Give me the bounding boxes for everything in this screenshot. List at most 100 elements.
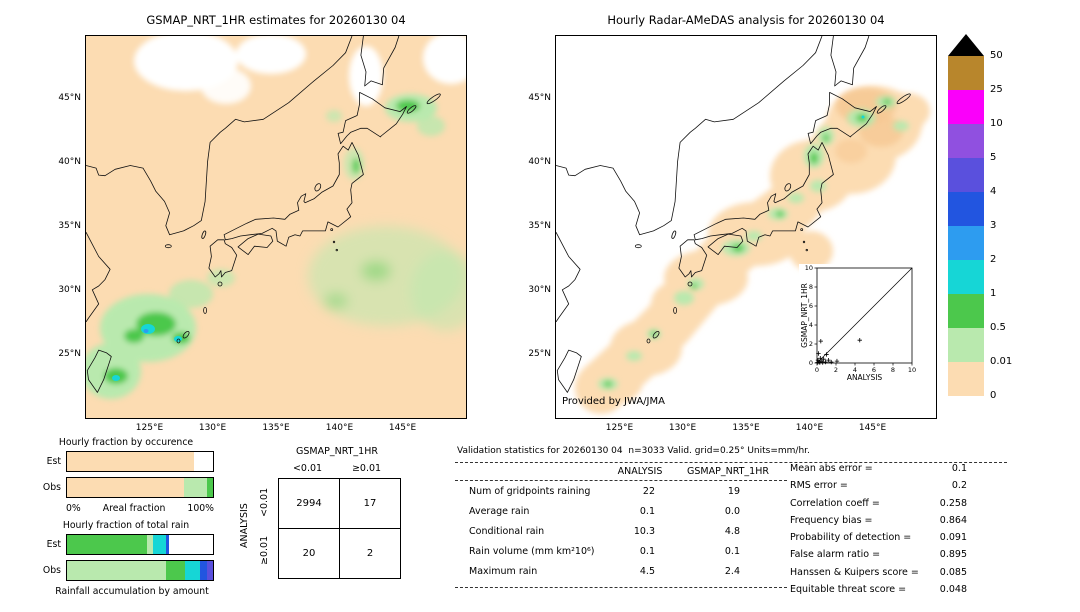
stats-analysis-value: 0.1: [639, 546, 655, 557]
stats-title: Validation statistics for 20260130 04 n=…: [457, 446, 810, 456]
validation-stats: Validation statistics for 20260130 04 n=…: [455, 440, 1012, 608]
summary-metric: Hanssen & Kuipers score = 0.085: [790, 567, 967, 584]
contingency-row-axis-label: ANALYSIS: [239, 503, 250, 549]
radar-panel: Hourly Radar-AMeDAS analysis for 2026013…: [528, 13, 937, 433]
latitude-tick-label: 25°N: [528, 348, 551, 359]
axis-title: Areal fraction: [102, 503, 166, 514]
scatter-point: [820, 360, 825, 365]
divider: [455, 480, 787, 481]
stats-row-label: Maximum rain: [469, 566, 538, 577]
inset-x-tick: 6: [872, 366, 876, 374]
inset-ylabel: GSMAP_NRT_1HR: [800, 283, 809, 348]
scatter-point: [857, 338, 862, 343]
stats-rows: Num of gridpoints raining 22 19 Average rai…: [455, 486, 787, 586]
bar-segment: [183, 478, 208, 497]
colorbar-overflow-triangle: [948, 34, 984, 56]
bar-segment: [207, 478, 213, 497]
longitude-tick-label: 130°E: [198, 423, 227, 433]
bar-segment: [67, 452, 195, 471]
bar-segment: [166, 535, 170, 554]
summary-metric-label: Probability of detection =: [790, 532, 912, 544]
colorbar-segment: [948, 362, 984, 396]
bar-segment: [199, 561, 208, 580]
inset-x-tick: 2: [834, 366, 838, 374]
scatter-point: [818, 338, 823, 344]
stats-row-label: Average rain: [469, 506, 530, 517]
colorbar-segment: [948, 260, 984, 294]
scatter-point: [816, 351, 821, 356]
stats-summary: Mean abs error = 0.1 RMS error = 0.2 Correla…: [790, 463, 967, 601]
latitude-tick-label: 30°N: [528, 285, 551, 296]
summary-metric: False alarm ratio = 0.895: [790, 549, 967, 566]
summary-metric-label: Mean abs error =: [790, 463, 873, 474]
areal-fraction-axis: 0% Areal fraction 100%: [38, 503, 214, 518]
colorbar-tick-label: 0: [990, 390, 997, 401]
bar-row-label: Est: [46, 539, 61, 550]
gsmap-light-rain-field: [308, 226, 466, 331]
data-credit: Provided by JWA/JMA: [562, 396, 665, 407]
colorbar-tick-label: 2: [990, 254, 997, 265]
stats-row: Rain volume (mm km²10⁶) 0.1 0.1: [455, 546, 787, 566]
contingency-row-header: ≥0.01: [259, 535, 270, 565]
summary-metric-label: False alarm ratio =: [790, 549, 881, 561]
scatter-point: [834, 358, 840, 364]
divider: [455, 587, 787, 588]
stats-gsmap-value: 19: [727, 486, 740, 497]
colorbar-tick-label: 10: [990, 118, 1003, 129]
bar-segment: [207, 561, 213, 580]
stats-gsmap-value: 2.4: [724, 566, 740, 577]
colorbar-tick-label: 3: [990, 220, 997, 231]
bar-segment: [67, 535, 148, 554]
bar-segment: [185, 561, 200, 580]
scatter-point: [826, 357, 831, 363]
latitude-tick-label: 35°N: [58, 220, 81, 231]
contingency-col-group-label: GSMAP_NRT_1HR: [296, 446, 378, 457]
stats-gsmap-value: 4.8: [724, 526, 740, 537]
inset-y-tick: 8: [809, 283, 813, 291]
summary-metric-value: 0.085: [939, 566, 967, 578]
longitude-tick-label: 140°E: [325, 423, 354, 433]
inset-y-tick: 0: [809, 359, 813, 367]
bar-segment: [67, 478, 184, 497]
colorbar-tick-label: 25: [990, 84, 1003, 95]
bar-row-label: Obs: [42, 482, 61, 493]
fraction-charts: Hourly fraction by occurence Est Obs 0% A…: [38, 437, 214, 597]
one-to-one-line: [816, 267, 913, 364]
axis-min-label: 0%: [66, 503, 81, 514]
scatter-point: [818, 356, 823, 361]
gsmap-panel: GSMAP_NRT_1HR estimates for 20260130 04: [58, 13, 467, 433]
stats-row-label: Num of gridpoints raining: [469, 486, 591, 497]
stats-col-header-gsmap: GSMAP_NRT_1HR: [687, 466, 769, 477]
latitude-tick-label: 40°N: [58, 156, 81, 167]
stats-row: Conditional rain 10.3 4.8: [455, 526, 787, 546]
colorbar-tick-label: 1: [990, 288, 997, 299]
bar-segment: [147, 535, 154, 554]
summary-metric-label: Frequency bias =: [790, 514, 873, 526]
contingency-cell: 2: [339, 528, 401, 579]
scatter-point: [816, 359, 822, 365]
gsmap-rain-cells: [86, 94, 445, 399]
scatter-point: [815, 357, 821, 363]
bar-row-label: Obs: [42, 565, 61, 576]
contingency-col-headers: <0.01 ≥0.01: [278, 463, 396, 474]
colorbar-segment: [948, 158, 984, 192]
total-rain-chart-title: Hourly fraction of total rain: [62, 520, 190, 531]
bar-segment: [153, 535, 167, 554]
summary-metric: Equitable threat score = 0.048: [790, 584, 967, 601]
colorbar-tick-label: 0.5: [990, 322, 1006, 333]
inset-x-tick: 8: [891, 366, 895, 374]
colorbar-segment: [948, 294, 984, 328]
scatter-point: [824, 352, 829, 357]
summary-metric: Correlation coeff = 0.258: [790, 498, 967, 515]
latitude-tick-label: 45°N: [528, 92, 551, 103]
summary-metric: Probability of detection = 0.091: [790, 532, 967, 549]
longitude-tick-label: 135°E: [262, 423, 290, 433]
stats-row-label: Rain volume (mm km²10⁶): [469, 546, 595, 557]
inset-xlabel: ANALYSIS: [847, 373, 883, 382]
stats-col-header-analysis: ANALYSIS: [617, 466, 663, 477]
stacked-bar: [66, 451, 214, 472]
colorbar-tick-label: 4: [990, 186, 997, 197]
colorbar-tick-label: 50: [990, 50, 1003, 61]
colorbar: 50 25 10 5 4 3 2 1 0.5 0.01 0: [948, 34, 1018, 401]
colorbar-tick-label: 0.01: [990, 356, 1013, 367]
